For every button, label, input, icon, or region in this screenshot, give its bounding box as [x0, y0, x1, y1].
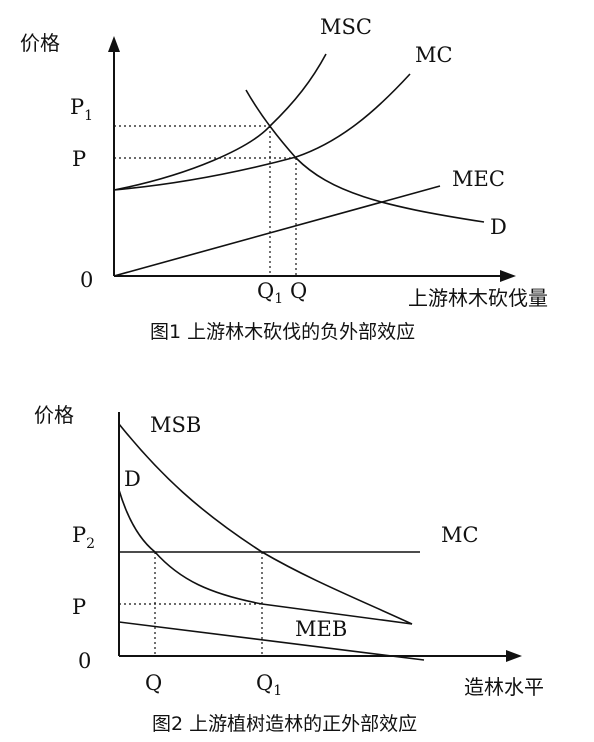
fig1-x-axis-label: 上游林木砍伐量 — [408, 286, 548, 310]
fig2-meb-curve — [118, 621, 425, 661]
fig1-q1-main: Q — [257, 279, 274, 303]
fig1-mec-curve — [113, 185, 441, 277]
fig2-q1-label: Q1 — [256, 671, 282, 699]
fig2-x-axis-label: 造林水平 — [464, 675, 544, 699]
fig2-mc-label: MC — [441, 523, 479, 547]
fig1-caption: 图1 上游林木砍伐的负外部效应 — [150, 321, 415, 343]
fig2-d-label: D — [124, 467, 141, 491]
fig2-caption: 图2 上游植树造林的正外部效应 — [152, 713, 417, 735]
fig1-q1-subscript: 1 — [274, 291, 283, 307]
fig1-origin-label: 0 — [80, 268, 93, 292]
fig2-demand-curve — [118, 489, 413, 625]
fig1-p1-label: P1 — [70, 95, 93, 124]
fig1-p1-subscript: 1 — [84, 108, 93, 124]
fig2-msb-curve — [118, 423, 413, 625]
fig1-q1-label: Q1 — [257, 279, 283, 307]
fig1-msc-label: MSC — [320, 15, 372, 39]
fig1-demand-curve — [245, 89, 485, 223]
figure-1: 价格 上游林木砍伐量 0 P1 P Q1 Q MSC MC MEC D 图1 上… — [20, 15, 548, 343]
fig1-mc-curve — [113, 73, 411, 191]
fig1-y-axis-arrow — [108, 36, 120, 52]
fig2-x-axis-arrow — [506, 650, 522, 662]
fig2-y-axis-label: 价格 — [34, 403, 74, 427]
fig1-msc-curve — [113, 53, 327, 191]
fig2-p2-label: P2 — [72, 523, 95, 552]
fig2-meb-label: MEB — [295, 617, 347, 641]
fig2-q1-main: Q — [256, 671, 273, 695]
fig1-y-axis-label: 价格 — [20, 31, 60, 55]
fig2-origin-label: 0 — [78, 649, 91, 673]
fig2-q-label: Q — [145, 671, 162, 695]
fig1-d-label: D — [490, 215, 507, 239]
fig2-q1-subscript: 1 — [273, 683, 282, 699]
fig2-p2-main: P — [72, 523, 86, 547]
figure-2: 价格 造林水平 0 P2 P Q Q1 MSB D MC MEB 图2 上游植树… — [34, 403, 544, 735]
fig1-p-label: P — [72, 147, 86, 171]
fig1-mc-label: MC — [415, 43, 453, 67]
fig2-p2-subscript: 2 — [86, 536, 95, 552]
fig2-p-label: P — [72, 595, 86, 619]
fig1-q-label: Q — [290, 279, 307, 303]
fig1-p1-main: P — [70, 95, 84, 119]
fig1-mec-label: MEC — [452, 167, 505, 191]
fig1-x-axis-arrow — [500, 270, 516, 282]
fig2-msb-label: MSB — [150, 413, 201, 437]
